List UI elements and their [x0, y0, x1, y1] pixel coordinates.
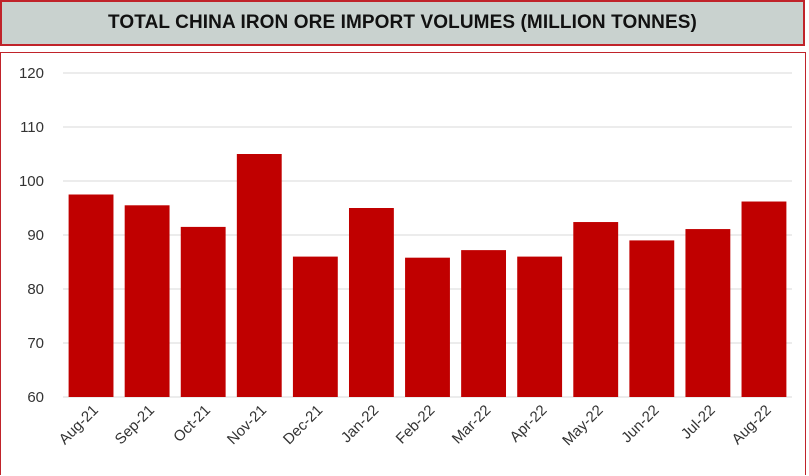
chart-frame [0, 52, 806, 475]
x-tick-label: Aug-21 [56, 402, 102, 448]
bar-aug-21 [68, 194, 114, 397]
y-tick-label: 100 [19, 173, 44, 190]
y-tick-label: 70 [27, 335, 44, 352]
bar-jan-22 [348, 208, 394, 397]
chart-title-bar: TOTAL CHINA IRON ORE IMPORT VOLUMES (MIL… [0, 0, 805, 46]
x-tick-label: Feb-22 [393, 402, 439, 448]
y-tick-label: 120 [19, 65, 44, 82]
x-tick-label: Mar-22 [449, 402, 495, 448]
y-tick-label: 110 [20, 119, 44, 136]
y-tick-label: 90 [27, 227, 44, 244]
bar-jul-22 [685, 229, 731, 397]
x-tick-label: Oct-21 [170, 402, 214, 446]
bar-dec-21 [292, 256, 338, 397]
x-tick-label: Apr-22 [507, 402, 551, 446]
bar-may-22 [573, 222, 619, 397]
x-axis-tick-labels: Aug-21 Sep-21 Oct-21 Nov-21 Dec-21 Jan-22 Feb-… [56, 402, 775, 449]
y-tick-label: 60 [27, 389, 44, 406]
bar-feb-22 [405, 257, 450, 397]
x-tick-label: Aug-22 [729, 402, 775, 448]
x-tick-label: Nov-21 [224, 402, 270, 448]
x-tick-label: Jun-22 [618, 402, 662, 446]
bar-jun-22 [629, 240, 675, 397]
bar-aug-22 [741, 201, 787, 397]
chart-title: TOTAL CHINA IRON ORE IMPORT VOLUMES (MIL… [108, 12, 697, 33]
bar-sep-21 [124, 205, 170, 397]
bar-oct-21 [180, 226, 226, 397]
bar-apr-22 [517, 256, 563, 397]
x-tick-label: Dec-21 [280, 402, 326, 448]
bar-mar-22 [461, 250, 507, 397]
x-tick-label: Jul-22 [678, 402, 719, 443]
x-tick-label: Sep-21 [112, 402, 158, 448]
y-axis-tick-labels: 60 70 80 90 100 110 120 [19, 65, 44, 406]
x-tick-label: May-22 [559, 402, 606, 449]
x-tick-label: Jan-22 [338, 402, 382, 446]
y-tick-label: 80 [27, 281, 44, 298]
bar-nov-21 [236, 154, 282, 397]
bars [68, 154, 787, 397]
